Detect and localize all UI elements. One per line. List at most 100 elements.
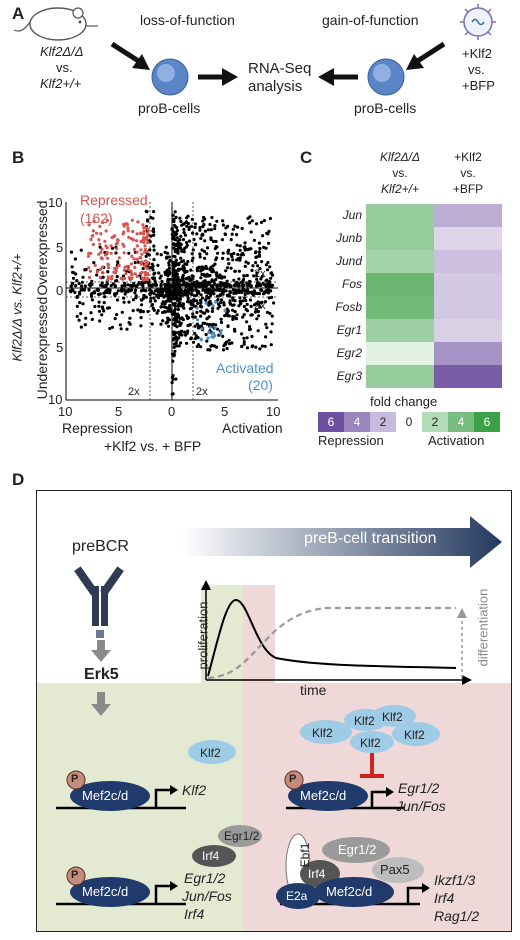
scatter-point <box>159 253 163 257</box>
scatter-point <box>89 311 93 315</box>
scatter-point <box>238 256 242 260</box>
scatter-point <box>219 320 224 324</box>
scatter-point <box>159 322 163 326</box>
scatter-point <box>122 244 126 248</box>
scatter-point <box>179 329 184 333</box>
scatter-point <box>73 290 77 295</box>
scatter-point <box>83 284 87 288</box>
scatter-point <box>227 342 232 346</box>
scatter-point <box>199 265 203 269</box>
scatter-point <box>79 312 83 316</box>
scatter-point <box>75 314 79 318</box>
scatter-point <box>172 219 176 224</box>
mef2-label-1: Mef2c/d <box>82 788 129 803</box>
y-tick-10-bottom: 10 <box>48 392 63 407</box>
heatmap-cell <box>366 365 434 388</box>
scatter-point <box>174 318 178 322</box>
scatter-point <box>174 244 179 248</box>
scatter-point <box>116 238 120 242</box>
scatter-point <box>133 265 137 270</box>
panel-a-letter: A <box>12 4 25 23</box>
scatter-point <box>131 238 135 242</box>
scatter-point <box>145 227 150 231</box>
scatter-point <box>122 251 126 255</box>
mef2-label-2: Mef2c/d <box>82 884 129 899</box>
scatter-point <box>168 293 172 297</box>
scatter-point <box>205 246 210 250</box>
scatter-point <box>81 302 85 306</box>
heatmap-cell <box>434 204 502 227</box>
scatter-point <box>172 267 176 271</box>
scatter-point <box>175 229 179 233</box>
scatter-point <box>115 275 119 279</box>
scatter-point <box>79 325 83 329</box>
heatmap-cell <box>366 319 434 342</box>
scatter-point <box>101 307 105 311</box>
transition-label: preB-cell transition <box>304 530 437 547</box>
scatter-point <box>268 265 272 269</box>
scatter-point <box>180 223 184 227</box>
rnaseq-label-line2: analysis <box>248 78 303 95</box>
virus-icon <box>460 4 496 40</box>
scatter-point <box>259 288 263 292</box>
scatter-point <box>258 347 262 351</box>
klf2-cluster-label-2: Klf2 <box>354 714 375 728</box>
scatter-point <box>111 282 115 286</box>
scatter-point <box>256 264 260 268</box>
scatter-point <box>241 253 245 257</box>
scatter-point <box>254 345 258 349</box>
scatter-point <box>164 284 168 288</box>
scatter-point <box>132 257 136 261</box>
scatter-point <box>250 268 254 272</box>
scatter-point <box>266 260 270 265</box>
scatter-point <box>231 317 235 321</box>
klf2-cluster-label-1: Klf2 <box>312 726 333 740</box>
scatter-point <box>235 258 239 262</box>
scatter-point <box>140 303 144 307</box>
scatter-point <box>105 218 109 222</box>
scatter-point <box>119 327 123 331</box>
scatter-point <box>219 332 223 336</box>
scatter-point <box>151 268 155 272</box>
scatter-point <box>226 324 230 329</box>
scatter-point <box>205 317 209 321</box>
scatter-point <box>69 250 74 254</box>
scatter-point <box>243 292 247 297</box>
scatter-point <box>257 241 261 245</box>
scatter-point <box>126 226 130 230</box>
scatter-point <box>254 274 258 278</box>
scatter-point <box>193 331 197 335</box>
scatter-point <box>204 290 208 294</box>
pax5-label: Pax5 <box>380 862 410 877</box>
scatter-point <box>241 288 245 292</box>
threshold-2x-bottom-right: 2x <box>196 386 208 398</box>
scatter-point <box>124 222 128 226</box>
scatter-point <box>118 323 122 327</box>
egr12-free-label: Egr1/2 <box>224 829 260 843</box>
scatter-point <box>129 262 133 266</box>
scatter-point <box>122 230 126 234</box>
scatter-point <box>155 283 159 287</box>
scatter-point <box>201 225 205 229</box>
scatter-point <box>257 314 261 318</box>
scatter-point <box>245 309 249 313</box>
scatter-point <box>191 315 195 319</box>
scatter-point <box>269 276 273 280</box>
scatter-point <box>250 313 254 317</box>
scatter-point <box>81 288 85 292</box>
scatter-point <box>114 251 118 255</box>
egr12-complex-label: Egr1/2 <box>338 842 377 857</box>
scatter-point <box>213 224 217 228</box>
scatter-point <box>217 275 221 280</box>
scatter-point <box>136 308 140 312</box>
scatter-point <box>191 274 195 279</box>
scatter-point <box>106 278 110 282</box>
right-cell-icon <box>367 58 405 96</box>
scatter-point <box>262 219 266 223</box>
scatter-point <box>127 300 131 304</box>
scatter-point <box>131 309 135 313</box>
scatter-point <box>106 270 110 274</box>
scatter-point <box>164 305 168 310</box>
scatter-point <box>122 268 126 272</box>
scatter-point <box>216 306 220 310</box>
